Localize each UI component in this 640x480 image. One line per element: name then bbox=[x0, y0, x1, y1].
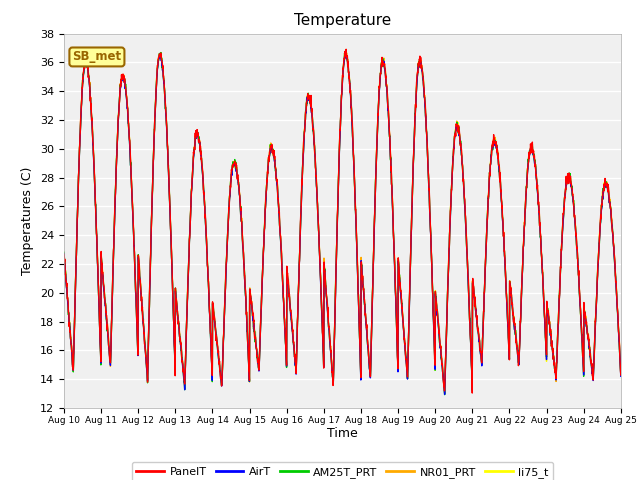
Legend: PanelT, AirT, AM25T_PRT, NR01_PRT, li75_t: PanelT, AirT, AM25T_PRT, NR01_PRT, li75_… bbox=[132, 462, 553, 480]
NR01_PRT bbox=[617, 372, 625, 377]
AirT bbox=[342, 50, 350, 56]
li75_t bbox=[371, 209, 379, 215]
Line: li75_t: li75_t bbox=[64, 49, 621, 393]
li75_t bbox=[216, 361, 223, 367]
li75_t bbox=[359, 276, 367, 281]
AM25T_PRT bbox=[342, 48, 350, 54]
NR01_PRT bbox=[342, 48, 350, 54]
PanelT bbox=[505, 341, 513, 347]
NR01_PRT bbox=[441, 390, 449, 396]
PanelT bbox=[371, 210, 379, 216]
Y-axis label: Temperatures (C): Temperatures (C) bbox=[22, 167, 35, 275]
NR01_PRT bbox=[359, 276, 367, 281]
Line: PanelT: PanelT bbox=[64, 49, 621, 393]
AM25T_PRT bbox=[505, 337, 513, 343]
PanelT bbox=[342, 47, 350, 52]
NR01_PRT bbox=[60, 250, 68, 256]
X-axis label: Time: Time bbox=[327, 427, 358, 441]
li75_t bbox=[342, 47, 350, 52]
AirT bbox=[371, 209, 379, 215]
AM25T_PRT bbox=[216, 360, 223, 366]
Text: SB_met: SB_met bbox=[72, 50, 122, 63]
PanelT bbox=[568, 186, 576, 192]
Title: Temperature: Temperature bbox=[294, 13, 391, 28]
PanelT bbox=[359, 273, 367, 279]
li75_t bbox=[505, 338, 513, 344]
AM25T_PRT bbox=[441, 392, 449, 397]
NR01_PRT bbox=[505, 339, 513, 345]
PanelT bbox=[617, 372, 625, 378]
PanelT bbox=[216, 361, 223, 367]
AirT bbox=[617, 373, 625, 379]
AM25T_PRT bbox=[568, 183, 576, 189]
AirT bbox=[60, 251, 68, 257]
AM25T_PRT bbox=[371, 210, 379, 216]
PanelT bbox=[584, 332, 591, 337]
AirT bbox=[584, 331, 591, 336]
AM25T_PRT bbox=[60, 249, 68, 255]
NR01_PRT bbox=[216, 361, 223, 367]
AirT bbox=[505, 340, 513, 346]
AM25T_PRT bbox=[584, 332, 591, 337]
Line: NR01_PRT: NR01_PRT bbox=[64, 51, 621, 393]
AirT bbox=[359, 276, 367, 281]
Line: AirT: AirT bbox=[64, 53, 621, 395]
NR01_PRT bbox=[568, 185, 576, 191]
PanelT bbox=[60, 252, 68, 257]
li75_t bbox=[568, 185, 576, 191]
AirT bbox=[568, 187, 576, 193]
PanelT bbox=[468, 390, 476, 396]
li75_t bbox=[441, 390, 449, 396]
AM25T_PRT bbox=[359, 275, 367, 281]
AirT bbox=[441, 392, 449, 397]
li75_t bbox=[60, 251, 68, 257]
li75_t bbox=[584, 330, 591, 336]
NR01_PRT bbox=[584, 330, 591, 336]
AM25T_PRT bbox=[617, 371, 625, 377]
NR01_PRT bbox=[371, 207, 379, 213]
Line: AM25T_PRT: AM25T_PRT bbox=[64, 51, 621, 395]
AirT bbox=[216, 362, 223, 368]
li75_t bbox=[617, 372, 625, 378]
